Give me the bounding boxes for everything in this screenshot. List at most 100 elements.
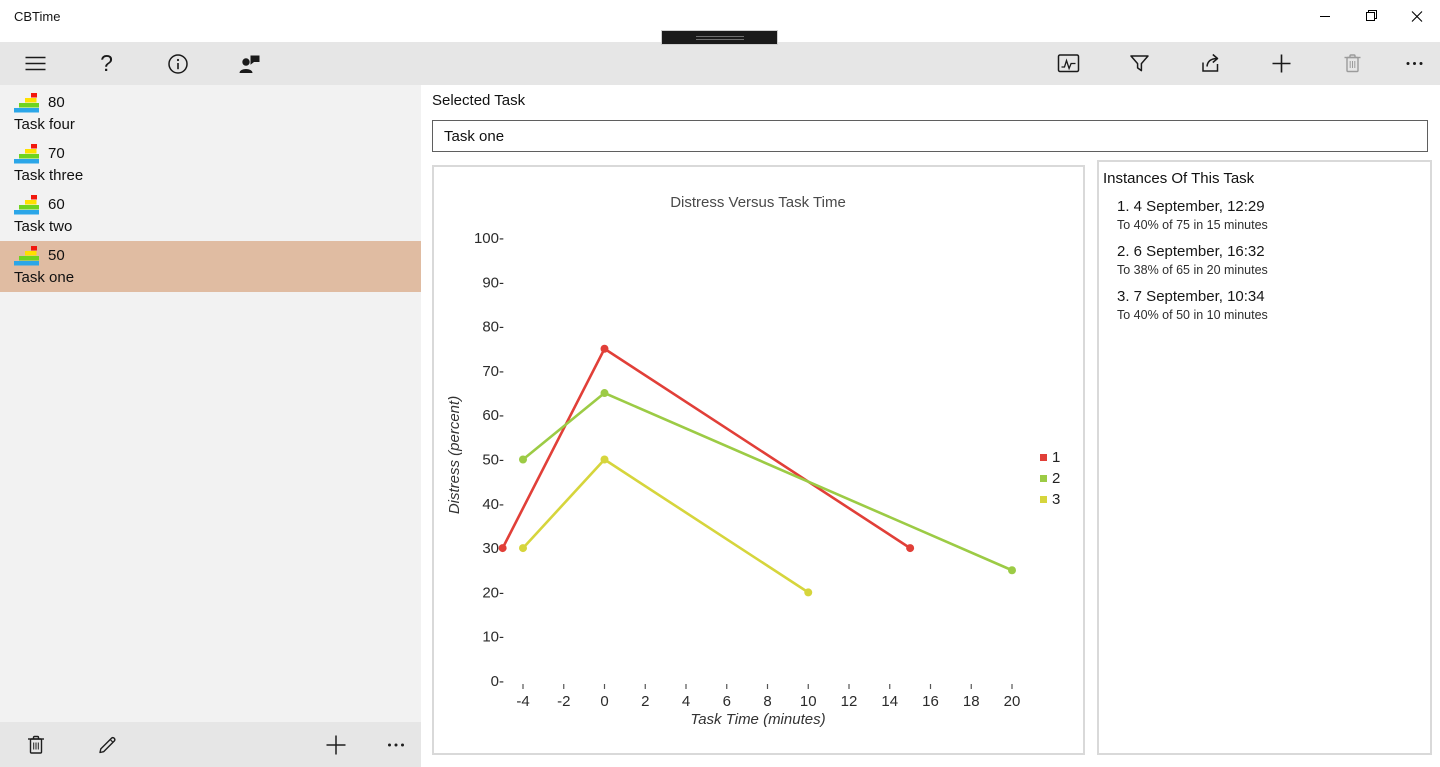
svg-text:18: 18 <box>963 693 980 710</box>
task-item-task-one-selected[interactable]: 50 Task one <box>0 241 421 292</box>
task-sidebar: 80 Task four 70 Task three 60 Task two 5… <box>0 85 421 767</box>
close-button[interactable] <box>1394 0 1440 32</box>
add-task-button[interactable] <box>300 722 371 767</box>
app-title: CBTime <box>14 9 61 24</box>
task-name: Task two <box>14 218 73 235</box>
stair-chart-icon <box>14 92 39 112</box>
svg-text:3: 3 <box>1052 491 1060 508</box>
svg-text:20-: 20- <box>482 584 504 601</box>
stair-chart-icon <box>14 143 39 163</box>
svg-text:2: 2 <box>641 693 649 710</box>
question-icon: ? <box>100 50 113 76</box>
task-name: Task three <box>14 167 84 184</box>
instance-item-2[interactable]: 2. 6 September, 16:32 To 38% of 65 in 20… <box>1117 243 1420 277</box>
selected-task-label: Selected Task <box>432 92 526 109</box>
chart-panel: Distress Versus Task Time 0- 10- 20- 30- 40- 5… <box>432 165 1085 755</box>
edit-task-button[interactable] <box>71 722 142 767</box>
contact-feedback-button[interactable] <box>213 42 284 85</box>
ellipsis-icon <box>1406 62 1422 65</box>
task-peak-value: 70 <box>48 144 65 162</box>
chart-icon <box>1057 54 1080 73</box>
svg-text:4: 4 <box>682 693 690 710</box>
chart-view-button[interactable] <box>1033 42 1104 85</box>
task-name: Task one <box>14 269 75 286</box>
task-list: 80 Task four 70 Task three 60 Task two 5… <box>0 85 421 292</box>
instances-panel: Instances Of This Task 1. 4 September, 1… <box>1097 160 1432 755</box>
task-item-task-two[interactable]: 60 Task two <box>0 190 421 241</box>
instance-title: 1. 4 September, 12:29 <box>1117 198 1265 215</box>
ellipsis-icon <box>388 743 404 746</box>
svg-text:70-: 70- <box>482 363 504 380</box>
menu-button[interactable] <box>0 42 71 85</box>
stair-chart-icon <box>14 194 39 214</box>
top-command-bar: ? <box>0 42 1440 85</box>
share-icon <box>1202 53 1219 72</box>
help-button[interactable]: ? <box>71 42 142 85</box>
svg-text:100-: 100- <box>474 230 504 247</box>
hamburger-icon <box>25 56 46 71</box>
svg-text:50-: 50- <box>482 452 504 469</box>
minimize-icon <box>1320 16 1330 17</box>
person-flag-icon <box>239 55 259 73</box>
pencil-icon <box>98 736 115 753</box>
delete-button-disabled[interactable] <box>1317 42 1388 85</box>
selected-task-input[interactable] <box>432 120 1428 152</box>
svg-text:Distress Versus Task Time: Distress Versus Task Time <box>670 194 846 211</box>
window-controls <box>1302 0 1440 32</box>
svg-text:30-: 30- <box>482 540 504 557</box>
svg-text:Task Time (minutes): Task Time (minutes) <box>690 711 825 728</box>
svg-text:16: 16 <box>922 693 939 710</box>
instances-title: Instances Of This Task <box>1103 170 1255 187</box>
toolbar-left-group: ? <box>0 42 284 85</box>
instance-detail: To 38% of 65 in 20 minutes <box>1117 263 1268 277</box>
info-icon <box>167 53 188 74</box>
svg-text:60-: 60- <box>482 407 504 424</box>
window-drag-handle[interactable] <box>661 30 778 45</box>
instance-item-1[interactable]: 1. 4 September, 12:29 To 40% of 75 in 15… <box>1117 198 1420 232</box>
info-button[interactable] <box>142 42 213 85</box>
svg-text:90-: 90- <box>482 274 504 291</box>
delete-task-button[interactable] <box>0 722 71 767</box>
svg-text:-2: -2 <box>557 693 570 710</box>
svg-text:80-: 80- <box>482 319 504 336</box>
trash-icon <box>1344 54 1361 73</box>
task-name: Task four <box>14 116 75 133</box>
svg-text:10-: 10- <box>482 629 504 646</box>
svg-text:0: 0 <box>600 693 608 710</box>
close-icon <box>1411 11 1423 22</box>
plus-icon <box>326 735 345 754</box>
more-button[interactable] <box>1388 42 1440 85</box>
svg-text:8: 8 <box>763 693 771 710</box>
distress-vs-task-time-chart: Distress Versus Task Time 0- 10- 20- 30- 40- 5… <box>446 194 1060 728</box>
restore-button[interactable] <box>1348 0 1394 32</box>
instance-title: 3. 7 September, 10:34 <box>1117 288 1265 305</box>
svg-text:10: 10 <box>800 693 817 710</box>
svg-text:6: 6 <box>723 693 731 710</box>
add-button[interactable] <box>1246 42 1317 85</box>
svg-text:2: 2 <box>1052 470 1060 487</box>
minimize-button[interactable] <box>1302 0 1348 32</box>
svg-text:1: 1 <box>1052 449 1060 466</box>
task-item-task-four[interactable]: 80 Task four <box>0 88 421 139</box>
task-peak-value: 80 <box>48 93 65 111</box>
svg-text:0-: 0- <box>491 673 504 690</box>
svg-text:40-: 40- <box>482 496 504 513</box>
stair-chart-icon <box>14 245 39 265</box>
trash-icon <box>27 735 44 754</box>
plus-icon <box>1272 54 1291 73</box>
share-button[interactable] <box>1175 42 1246 85</box>
svg-text:12: 12 <box>841 693 858 710</box>
svg-text:20: 20 <box>1004 693 1021 710</box>
svg-text:-4: -4 <box>516 693 529 710</box>
instance-item-3[interactable]: 3. 7 September, 10:34 To 40% of 50 in 10… <box>1117 288 1420 322</box>
filter-button[interactable] <box>1104 42 1175 85</box>
svg-text:Distress (percent): Distress (percent) <box>446 396 463 514</box>
filter-icon <box>1130 55 1149 72</box>
restore-icon <box>1366 10 1377 21</box>
instance-detail: To 40% of 50 in 10 minutes <box>1117 308 1268 322</box>
sidebar-command-bar <box>0 722 421 767</box>
task-peak-value: 50 <box>48 246 65 264</box>
sidebar-more-button[interactable] <box>371 722 421 767</box>
toolbar-right-group <box>1033 42 1440 85</box>
task-item-task-three[interactable]: 70 Task three <box>0 139 421 190</box>
